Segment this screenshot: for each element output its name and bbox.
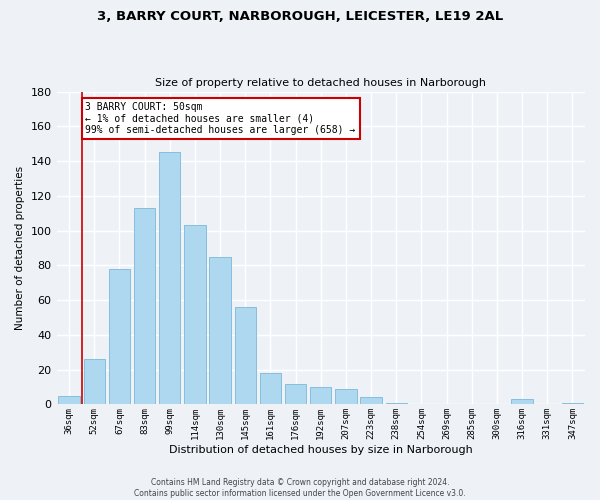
Bar [335, 389, 356, 404]
Bar [109, 269, 130, 404]
Bar [83, 359, 105, 405]
Bar [58, 396, 80, 404]
Text: Contains HM Land Registry data © Crown copyright and database right 2024.
Contai: Contains HM Land Registry data © Crown c… [134, 478, 466, 498]
Title: Size of property relative to detached houses in Narborough: Size of property relative to detached ho… [155, 78, 486, 88]
Bar [260, 373, 281, 404]
Bar [285, 384, 307, 404]
Y-axis label: Number of detached properties: Number of detached properties [15, 166, 25, 330]
Bar [235, 307, 256, 404]
Bar [310, 387, 331, 404]
Bar [134, 208, 155, 404]
Bar [361, 398, 382, 404]
Bar [184, 226, 206, 404]
Bar [511, 399, 533, 404]
X-axis label: Distribution of detached houses by size in Narborough: Distribution of detached houses by size … [169, 445, 473, 455]
Bar [386, 402, 407, 404]
Text: 3 BARRY COURT: 50sqm
← 1% of detached houses are smaller (4)
99% of semi-detache: 3 BARRY COURT: 50sqm ← 1% of detached ho… [85, 102, 356, 135]
Bar [562, 402, 583, 404]
Bar [209, 256, 231, 404]
Text: 3, BARRY COURT, NARBOROUGH, LEICESTER, LE19 2AL: 3, BARRY COURT, NARBOROUGH, LEICESTER, L… [97, 10, 503, 23]
Bar [159, 152, 181, 404]
